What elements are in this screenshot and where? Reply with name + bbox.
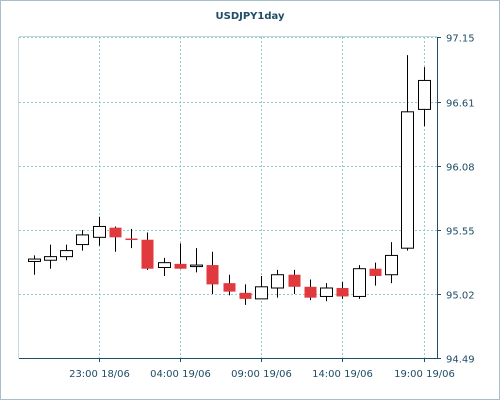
candle-body-up	[418, 79, 431, 110]
chart-title: USDJPY1day	[215, 11, 285, 22]
candle-body-down	[223, 283, 236, 292]
candle	[320, 283, 333, 302]
candle	[174, 243, 187, 269]
candle-body-up	[158, 262, 171, 268]
candle-body-down	[206, 265, 219, 285]
candle-body-down	[336, 288, 349, 297]
plot-area	[19, 37, 437, 358]
candle-body-down	[239, 292, 252, 299]
candle	[76, 230, 89, 251]
candle	[125, 228, 138, 249]
candle-body-up	[190, 264, 203, 268]
candle	[44, 244, 57, 269]
candle	[401, 55, 414, 251]
candle	[190, 248, 203, 273]
candle	[385, 242, 398, 284]
x-tick-label: 09:00 19/06	[231, 369, 292, 380]
candle-body-up	[60, 250, 73, 258]
y-tick-label: 94.49	[446, 355, 475, 366]
x-tick-label: 19:00 19/06	[394, 369, 455, 380]
candle	[353, 265, 366, 299]
candle-body-up	[320, 287, 333, 297]
candle-body-down	[141, 239, 154, 269]
candle	[109, 226, 122, 252]
candle-body-up	[76, 234, 89, 246]
candle	[418, 67, 431, 127]
candle	[369, 262, 382, 286]
candle-body-up	[385, 254, 398, 276]
candle	[93, 216, 106, 246]
candle	[206, 251, 219, 295]
candle	[158, 257, 171, 276]
y-tick-label: 95.55	[446, 227, 475, 238]
y-tick-label: 97.15	[446, 34, 475, 45]
y-tick-label: 95.02	[446, 291, 475, 302]
candle-body-down	[304, 286, 317, 298]
candle-body-up	[401, 111, 414, 249]
axes: 97.15 96.61 96.08 95.55 95.02 94.49 23:00 18/0…	[18, 34, 475, 380]
candle	[255, 275, 268, 300]
candle	[141, 232, 154, 270]
candle-body-up	[271, 274, 284, 289]
candle	[336, 281, 349, 299]
candle	[60, 244, 73, 261]
x-tick-label: 04:00 19/06	[150, 369, 211, 380]
y-tick-label: 96.61	[446, 99, 475, 110]
candle-body-down	[109, 227, 122, 238]
candle	[271, 269, 284, 298]
candle-body-down	[288, 274, 301, 287]
candles	[28, 55, 431, 305]
candle-body-down	[174, 263, 187, 269]
candle	[239, 284, 252, 305]
candle-body-up	[44, 256, 57, 261]
x-tick-label: 14:00 19/06	[312, 369, 373, 380]
candle	[28, 255, 41, 275]
candle-body-up	[28, 258, 41, 262]
candle-body-up	[255, 286, 268, 300]
candle	[288, 269, 301, 295]
candle-body-down	[125, 238, 138, 241]
candle-body-down	[369, 268, 382, 276]
candle-body-up	[93, 225, 106, 238]
candle	[304, 279, 317, 301]
candle-body-up	[353, 268, 366, 297]
candle	[223, 274, 236, 296]
x-tick-label: 23:00 18/06	[69, 369, 130, 380]
y-tick-label: 96.08	[446, 163, 475, 174]
